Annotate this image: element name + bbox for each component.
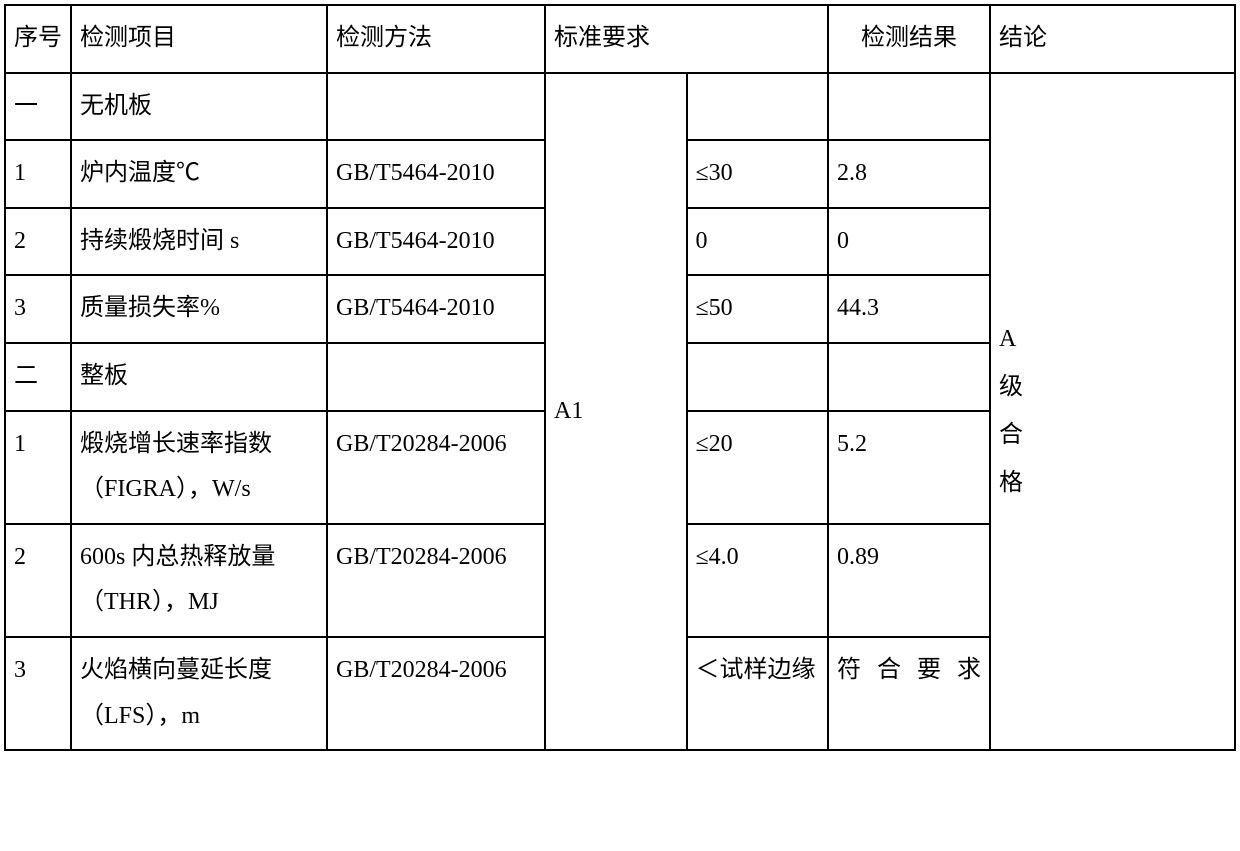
conclusion-text: A 级 合 格 — [999, 326, 1023, 496]
cell-seq: 3 — [5, 637, 71, 750]
header-method: 检测方法 — [327, 5, 545, 73]
cell-item: 质量损失率% — [71, 275, 327, 343]
section-result-empty — [828, 343, 990, 411]
cell-item: 持续煅烧时间 s — [71, 208, 327, 276]
cell-result: 0 — [828, 208, 990, 276]
cell-item: 火焰横向蔓延长度（LFS），m — [71, 637, 327, 750]
section-label: 无机板 — [71, 73, 327, 141]
cell-result: 2.8 — [828, 140, 990, 208]
cell-seq: 2 — [5, 524, 71, 637]
cell-seq: 2 — [5, 208, 71, 276]
header-result: 检测结果 — [828, 5, 990, 73]
cell-item: 煅烧增长速率指数（FIGRA），W/s — [71, 411, 327, 524]
cell-standard: ≤4.0 — [687, 524, 829, 637]
test-results-table: 序号 检测项目 检测方法 标准要求 检测结果 结论 一 无机板 A1 A 级 合… — [4, 4, 1236, 751]
section-method-empty — [327, 343, 545, 411]
cell-standard: ≤30 — [687, 140, 829, 208]
section-seq: 一 — [5, 73, 71, 141]
cell-method: GB/T20284-2006 — [327, 524, 545, 637]
section-standard-empty — [687, 343, 829, 411]
section-row: 一 无机板 A1 A 级 合 格 — [5, 73, 1235, 141]
cell-method: GB/T5464-2010 — [327, 275, 545, 343]
cell-method: GB/T20284-2006 — [327, 637, 545, 750]
cell-item: 600s 内总热释放量（THR），MJ — [71, 524, 327, 637]
header-item: 检测项目 — [71, 5, 327, 73]
section-standard-empty — [687, 73, 829, 141]
cell-standard: ＜试样边缘 — [687, 637, 829, 750]
header-standard: 标准要求 — [545, 5, 828, 73]
cell-seq: 3 — [5, 275, 71, 343]
cell-result: 符合要求 — [828, 637, 990, 750]
cell-seq: 1 — [5, 140, 71, 208]
section-method-empty — [327, 73, 545, 141]
section-result-empty — [828, 73, 990, 141]
table-header-row: 序号 检测项目 检测方法 标准要求 检测结果 结论 — [5, 5, 1235, 73]
merged-standard-label: A1 — [545, 73, 687, 751]
header-conclusion: 结论 — [990, 5, 1235, 73]
cell-result: 5.2 — [828, 411, 990, 524]
cell-item: 炉内温度℃ — [71, 140, 327, 208]
cell-method: GB/T5464-2010 — [327, 208, 545, 276]
cell-result: 0.89 — [828, 524, 990, 637]
header-seq: 序号 — [5, 5, 71, 73]
section-label: 整板 — [71, 343, 327, 411]
cell-method: GB/T20284-2006 — [327, 411, 545, 524]
cell-standard: 0 — [687, 208, 829, 276]
cell-result: 44.3 — [828, 275, 990, 343]
cell-standard: ≤20 — [687, 411, 829, 524]
cell-standard: ≤50 — [687, 275, 829, 343]
cell-seq: 1 — [5, 411, 71, 524]
cell-method: GB/T5464-2010 — [327, 140, 545, 208]
merged-conclusion: A 级 合 格 — [990, 73, 1235, 751]
section-seq: 二 — [5, 343, 71, 411]
